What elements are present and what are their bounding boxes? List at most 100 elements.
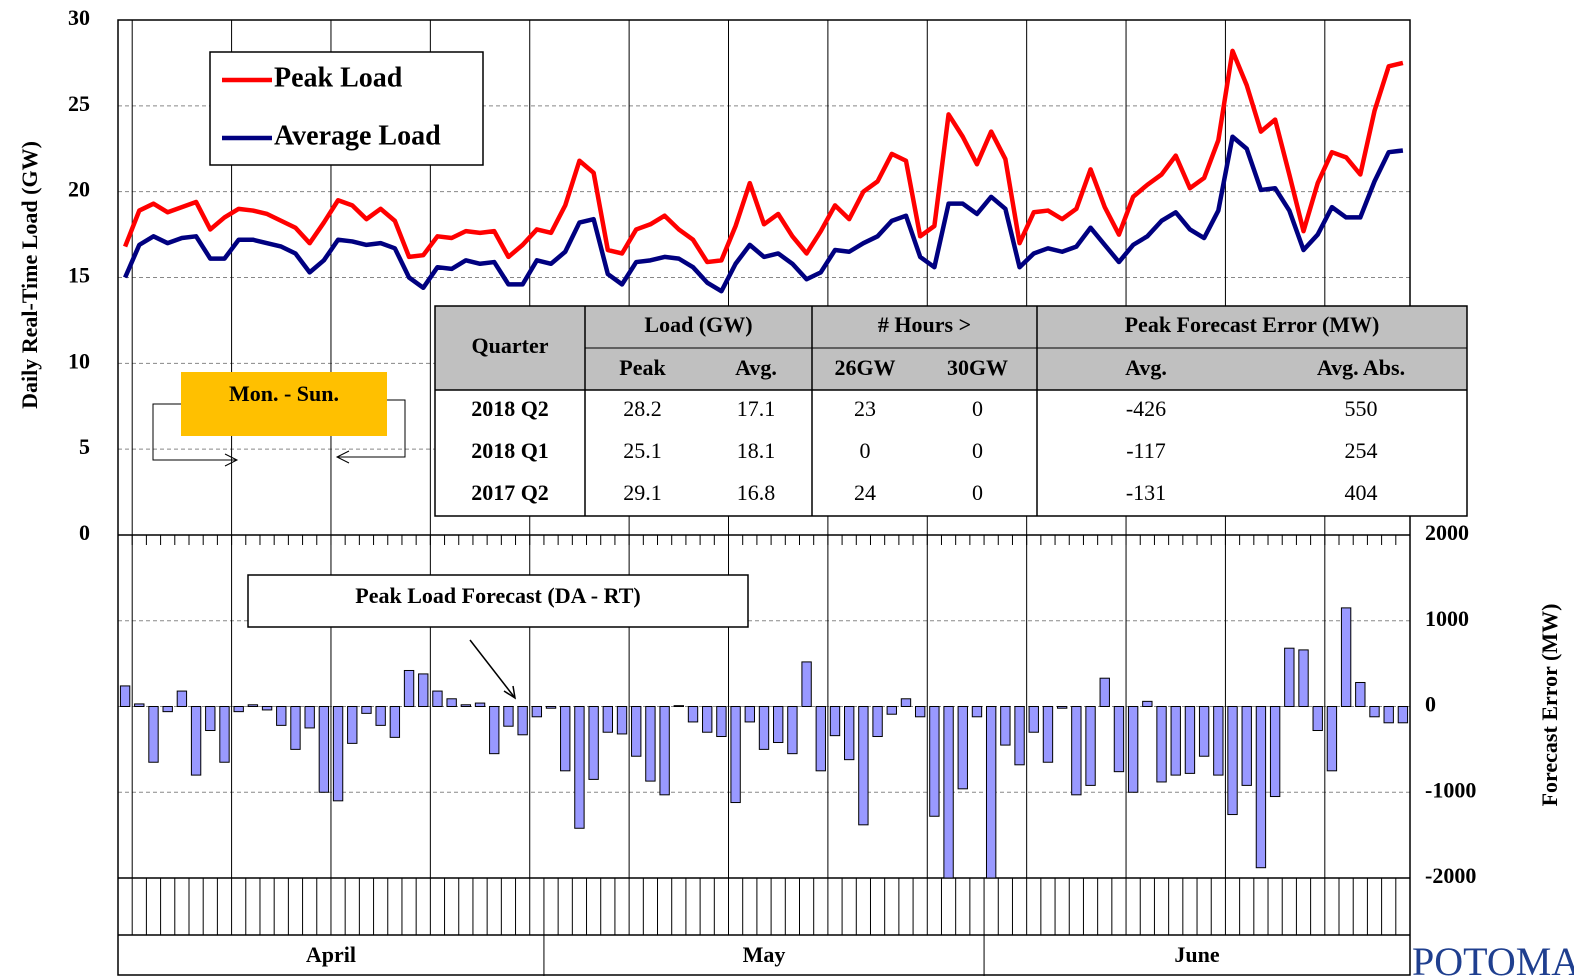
arrow [469, 639, 516, 699]
annotation: Peak Load Forecast (DA - RT) [355, 583, 640, 608]
bar [716, 706, 727, 738]
table-cell: 24 [854, 480, 876, 505]
table-cell: -117 [1126, 438, 1166, 463]
bar [858, 706, 869, 826]
y2-tick-label: 2000 [1425, 520, 1469, 545]
y2-tick-label: 0 [1425, 692, 1436, 717]
legend-label: Peak Load [274, 62, 403, 93]
bar [602, 706, 614, 733]
bar [1213, 706, 1224, 776]
table-cell: 404 [1345, 480, 1378, 505]
bar [389, 706, 401, 738]
bar [1369, 706, 1380, 718]
table-subheader: Avg. Abs. [1317, 355, 1405, 380]
bar [119, 685, 131, 707]
bar [1184, 706, 1196, 774]
bar [134, 703, 145, 707]
bar [1397, 706, 1409, 724]
bar [1255, 706, 1267, 869]
bar [1000, 706, 1011, 746]
bar [460, 704, 472, 707]
bar [886, 706, 897, 715]
bar [290, 706, 301, 750]
bar [176, 690, 188, 708]
bar [318, 706, 330, 793]
table-cell: 29.1 [623, 480, 662, 505]
bar [1227, 706, 1238, 816]
bar [971, 706, 983, 718]
bracket [152, 403, 237, 461]
bar [758, 706, 770, 750]
y-tick-label: 10 [68, 348, 90, 373]
bar [489, 706, 500, 755]
bar [730, 706, 741, 804]
table-cell: 254 [1345, 438, 1378, 463]
bar [744, 706, 755, 723]
table-cell: -131 [1126, 480, 1166, 505]
table-header: # Hours > [878, 312, 971, 337]
annotation-box [247, 574, 749, 628]
bar [332, 706, 344, 802]
bar [304, 706, 315, 729]
table-cell: 25.1 [623, 438, 662, 463]
bar [1198, 706, 1210, 757]
table-cell: 18.1 [737, 438, 776, 463]
bar [1156, 706, 1167, 783]
table-cell: 28.2 [623, 396, 662, 421]
month-label: May [743, 942, 786, 967]
bar [1028, 706, 1039, 733]
bar [687, 706, 699, 723]
y-tick-label: 30 [68, 5, 90, 30]
bar [787, 706, 798, 755]
bar [1127, 706, 1139, 793]
bar [616, 706, 628, 735]
bar [829, 706, 841, 737]
line-series [123, 48, 1404, 265]
bar [347, 706, 358, 744]
bar [1056, 706, 1068, 709]
bar [190, 706, 202, 776]
bar [446, 698, 457, 707]
bar [588, 706, 599, 780]
bracket [337, 399, 406, 458]
y2-tick-label: -2000 [1425, 863, 1476, 888]
bar [943, 706, 954, 879]
table-header: Quarter [472, 333, 549, 358]
bar [1071, 706, 1082, 796]
y-tick-label: 5 [79, 434, 90, 459]
bar [233, 706, 244, 713]
bar [276, 706, 287, 726]
table-subheader: 30GW [947, 355, 1008, 380]
table-cell: 16.8 [737, 480, 776, 505]
line-series [123, 134, 1404, 294]
table-row-label: 2018 Q2 [471, 396, 549, 421]
bar [929, 706, 940, 817]
bar [702, 706, 713, 733]
bar [503, 706, 514, 727]
bar [261, 706, 273, 711]
bar [631, 706, 642, 757]
bar [517, 706, 528, 736]
bar [545, 706, 557, 709]
bar [474, 702, 486, 708]
bar [801, 661, 812, 707]
table-cell: 17.1 [737, 396, 776, 421]
bar [531, 706, 543, 718]
legend-box [209, 51, 484, 166]
legend-label: Average Load [274, 120, 441, 151]
table-row-label: 2017 Q2 [471, 480, 549, 505]
bar [148, 706, 159, 763]
table-row-label: 2018 Q1 [471, 438, 549, 463]
bar [1241, 706, 1252, 786]
table-subheader: 26GW [834, 355, 895, 380]
y-tick-label: 20 [68, 177, 90, 202]
annotation: Mon. - Sun. [229, 381, 339, 406]
bar [205, 706, 216, 732]
month-label: June [1174, 942, 1219, 967]
bar [247, 704, 259, 707]
arrowhead [224, 453, 239, 467]
table-cell: 0 [860, 438, 871, 463]
table-cell: -426 [1126, 396, 1166, 421]
table-body-bg [435, 390, 1467, 516]
